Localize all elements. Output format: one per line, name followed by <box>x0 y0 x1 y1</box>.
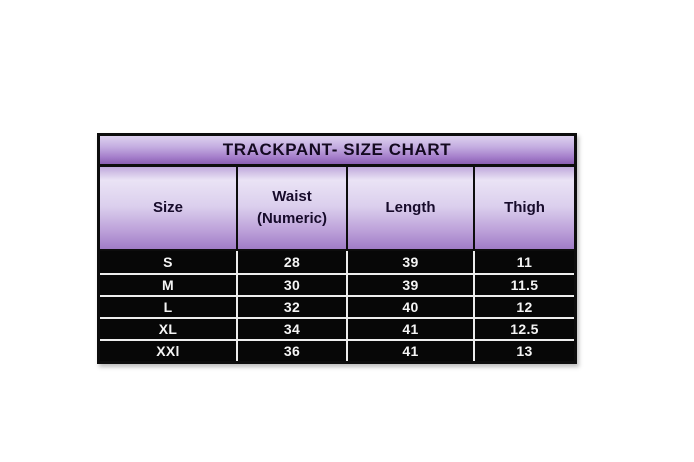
column-header-size: Size <box>100 167 236 249</box>
cell-size: L <box>163 299 173 315</box>
cell-thigh: 11 <box>473 251 574 273</box>
cell-waist: 30 <box>236 275 346 295</box>
cell-thigh: 13 <box>473 341 574 361</box>
cell-waist: 36 <box>236 341 346 361</box>
table-row-s: S 28 39 11 <box>100 251 574 273</box>
cell-length: 39 <box>346 275 473 295</box>
cell-thigh: 11.5 <box>473 275 574 295</box>
table-header-row: Size Waist (Numeric) Length Thigh <box>100 167 574 251</box>
cell-size: S <box>163 254 173 270</box>
size-chart-table: TRACKPANT- SIZE CHART Size Waist (Numeri… <box>97 133 577 364</box>
column-header-waist: Waist (Numeric) <box>236 167 346 249</box>
cell-size: XXl <box>156 343 180 359</box>
cell-size: M <box>162 277 174 293</box>
table-row-m: M 30 39 11.5 <box>100 273 574 295</box>
cell-length: 40 <box>346 297 473 317</box>
table-row-xl: XL 34 41 12.5 <box>100 317 574 339</box>
column-header-length: Length <box>346 167 473 249</box>
cell-thigh: 12.5 <box>473 319 574 339</box>
column-header-thigh: Thigh <box>473 167 574 249</box>
cell-thigh: 12 <box>473 297 574 317</box>
cell-waist: 28 <box>236 251 346 273</box>
cell-waist: 32 <box>236 297 346 317</box>
cell-size: XL <box>158 321 178 337</box>
table-row-l: L 32 40 12 <box>100 295 574 317</box>
chart-title: TRACKPANT- SIZE CHART <box>222 140 452 159</box>
chart-title-bar: TRACKPANT- SIZE CHART <box>100 136 574 167</box>
cell-waist: 34 <box>236 319 346 339</box>
cell-length: 41 <box>346 341 473 361</box>
cell-length: 41 <box>346 319 473 339</box>
table-row-xxl: XXl 36 41 13 <box>100 339 574 361</box>
cell-length: 39 <box>346 251 473 273</box>
